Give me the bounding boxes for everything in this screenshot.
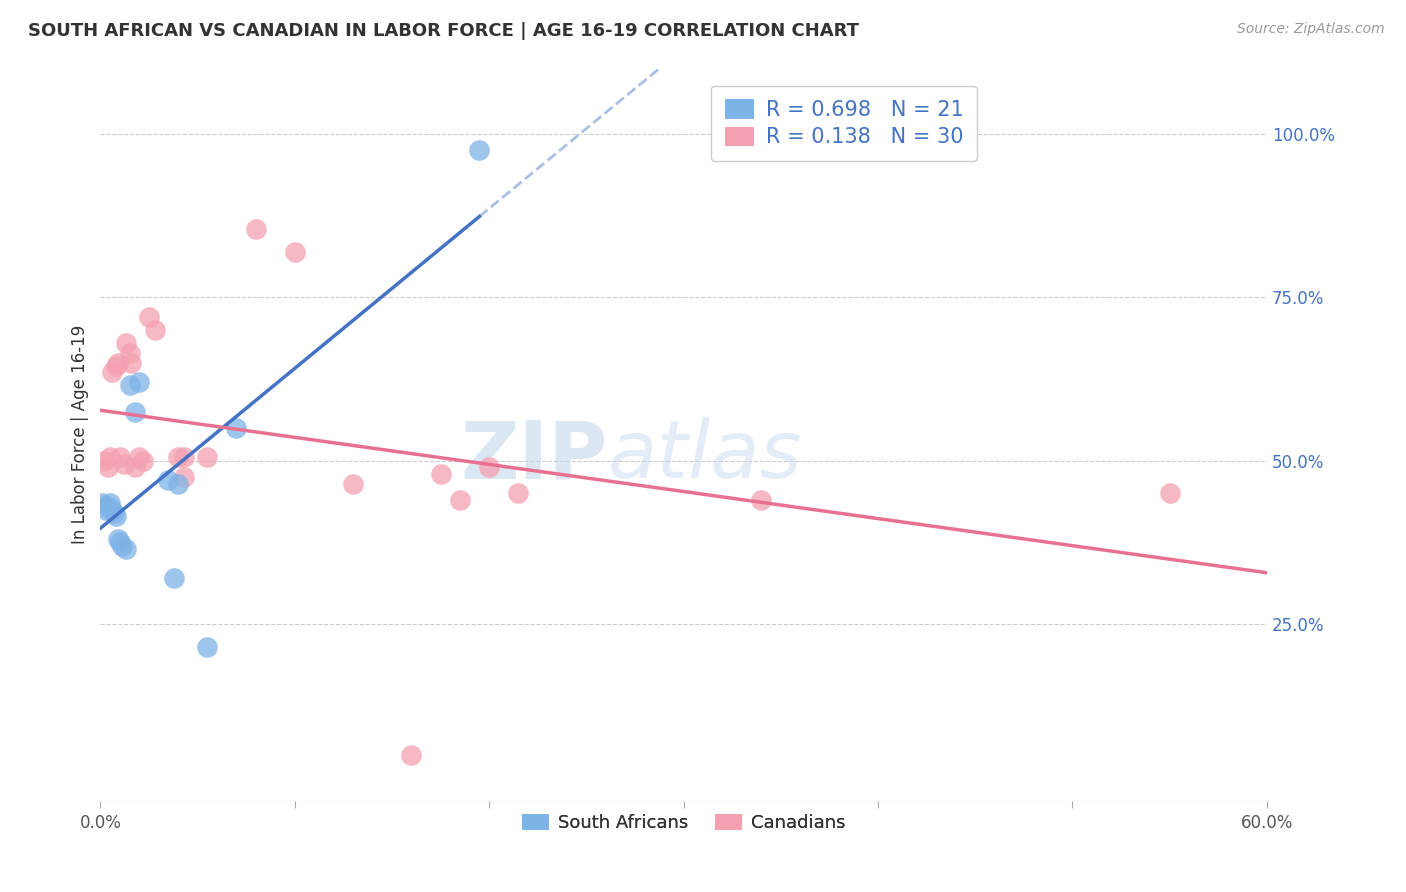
Point	[93, 500, 115, 514]
Point	[114, 541, 136, 556]
Point	[195, 640, 218, 654]
Point	[478, 460, 501, 475]
Point	[124, 404, 146, 418]
Point	[132, 453, 155, 467]
Y-axis label: In Labor Force | Age 16-19: In Labor Force | Age 16-19	[72, 325, 89, 544]
Legend: South Africans, Canadians: South Africans, Canadians	[515, 806, 853, 839]
Point	[101, 502, 124, 516]
Text: Source: ZipAtlas.com: Source: ZipAtlas.com	[1237, 22, 1385, 37]
Point	[167, 450, 190, 465]
Point	[112, 457, 135, 471]
Point	[91, 496, 114, 510]
Point	[1159, 486, 1181, 500]
Point	[108, 450, 131, 465]
Point	[163, 571, 186, 585]
Point	[118, 346, 141, 360]
Point	[225, 421, 247, 435]
Point	[167, 476, 190, 491]
Point	[107, 532, 129, 546]
Point	[245, 221, 267, 235]
Point	[124, 460, 146, 475]
Point	[173, 470, 195, 484]
Point	[107, 356, 129, 370]
Text: ZIP: ZIP	[461, 417, 607, 495]
Text: SOUTH AFRICAN VS CANADIAN IN LABOR FORCE | AGE 16-19 CORRELATION CHART: SOUTH AFRICAN VS CANADIAN IN LABOR FORCE…	[28, 22, 859, 40]
Point	[98, 496, 121, 510]
Point	[751, 492, 773, 507]
Point	[97, 460, 120, 475]
Point	[111, 539, 134, 553]
Text: atlas: atlas	[607, 417, 803, 495]
Point	[93, 453, 115, 467]
Point	[468, 143, 491, 157]
Point	[108, 535, 131, 549]
Point	[508, 486, 530, 500]
Point	[128, 450, 150, 465]
Point	[138, 310, 160, 324]
Point	[173, 450, 195, 465]
Point	[96, 502, 118, 516]
Point	[429, 467, 451, 481]
Point	[342, 476, 364, 491]
Point	[104, 509, 127, 524]
Point	[401, 747, 423, 762]
Point	[143, 323, 166, 337]
Point	[118, 378, 141, 392]
Point	[103, 506, 125, 520]
Point	[120, 356, 142, 370]
Point	[114, 336, 136, 351]
Point	[128, 376, 150, 390]
Point	[104, 359, 127, 373]
Point	[157, 473, 180, 487]
Point	[97, 500, 120, 514]
Point	[195, 450, 218, 465]
Point	[284, 244, 307, 259]
Point	[98, 450, 121, 465]
Point	[101, 366, 124, 380]
Point	[449, 492, 471, 507]
